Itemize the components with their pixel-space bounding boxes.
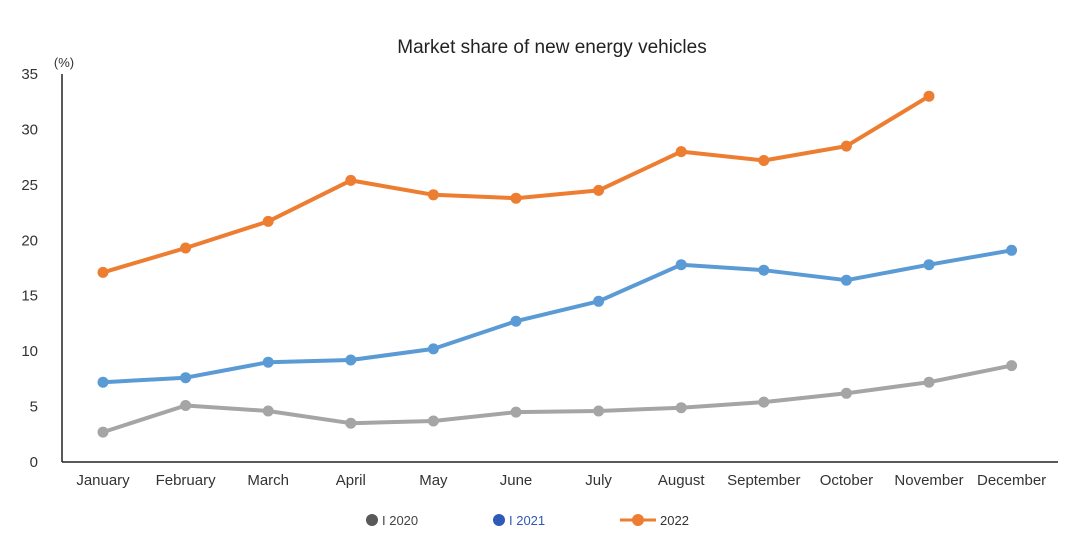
y-tick-label: 0 [30,454,38,471]
series-line-2020 [101,363,1014,435]
x-tick-label: January [76,472,130,489]
data-point [427,343,439,355]
data-point [840,274,852,286]
x-tick-label: March [247,472,289,489]
series-layer [97,90,1018,438]
data-point [180,372,192,384]
x-axis-ticks: January February March April May June July Augu… [76,472,1046,489]
data-point [262,405,274,417]
data-point [840,140,852,152]
x-tick-label: July [585,472,612,489]
y-tick-label: 15 [21,288,38,305]
chart-title: Market share of new energy vehicles [397,37,706,58]
data-point [262,356,274,368]
data-point [593,295,605,307]
data-point [1006,360,1018,372]
legend-item-2021: I 2021 [493,513,545,528]
data-point [675,259,687,271]
legend-label: 2022 [660,513,689,528]
x-tick-label: May [419,472,448,489]
data-point [675,146,687,158]
data-point [923,90,935,102]
legend-label: I 2021 [509,513,545,528]
series-2021 [97,244,1018,388]
data-point [427,189,439,201]
data-point [262,215,274,227]
data-point [1006,244,1018,256]
y-tick-label: 25 [21,177,38,194]
x-tick-label: September [727,472,800,489]
data-point [923,376,935,388]
data-point [510,406,522,418]
data-point [345,417,357,429]
data-point [427,415,439,427]
data-point [345,354,357,366]
data-point [593,184,605,196]
x-tick-label: February [156,472,217,489]
x-tick-label: November [894,472,963,489]
x-tick-label: August [658,472,706,489]
y-tick-label: 10 [21,343,38,360]
y-axis-unit-label: (%) [54,55,74,70]
series-2022 [97,90,935,278]
legend: I 2020 I 2021 2022 [366,513,689,528]
series-line-2022 [101,94,931,275]
y-tick-label: 20 [21,232,38,249]
y-tick-label: 5 [30,399,38,416]
x-tick-label: April [336,472,366,489]
x-tick-label: October [820,472,873,489]
data-point [97,266,109,278]
data-point [593,405,605,417]
legend-item-2020: I 2020 [366,513,418,528]
legend-label: I 2020 [382,513,418,528]
data-point [923,259,935,271]
data-point [510,192,522,204]
data-point [180,242,192,254]
data-point [840,387,852,399]
data-point [180,400,192,411]
data-point [758,396,770,408]
y-axis-ticks: 0 5 10 15 20 25 30 35 [21,66,38,471]
legend-item-2022: 2022 [620,513,689,528]
y-tick-label: 30 [21,121,38,138]
data-point [510,315,522,327]
x-tick-label: December [977,472,1046,489]
data-point [675,402,687,414]
data-point [97,376,109,388]
x-tick-label: June [500,472,533,489]
legend-marker [366,514,378,526]
data-point [758,264,770,276]
series-2020 [97,360,1018,438]
y-tick-label: 35 [21,66,38,83]
data-point [345,174,357,186]
data-point [97,426,109,438]
data-point [758,155,770,166]
series-line-2021 [101,248,1014,385]
legend-marker [493,514,505,526]
legend-marker [632,514,644,526]
